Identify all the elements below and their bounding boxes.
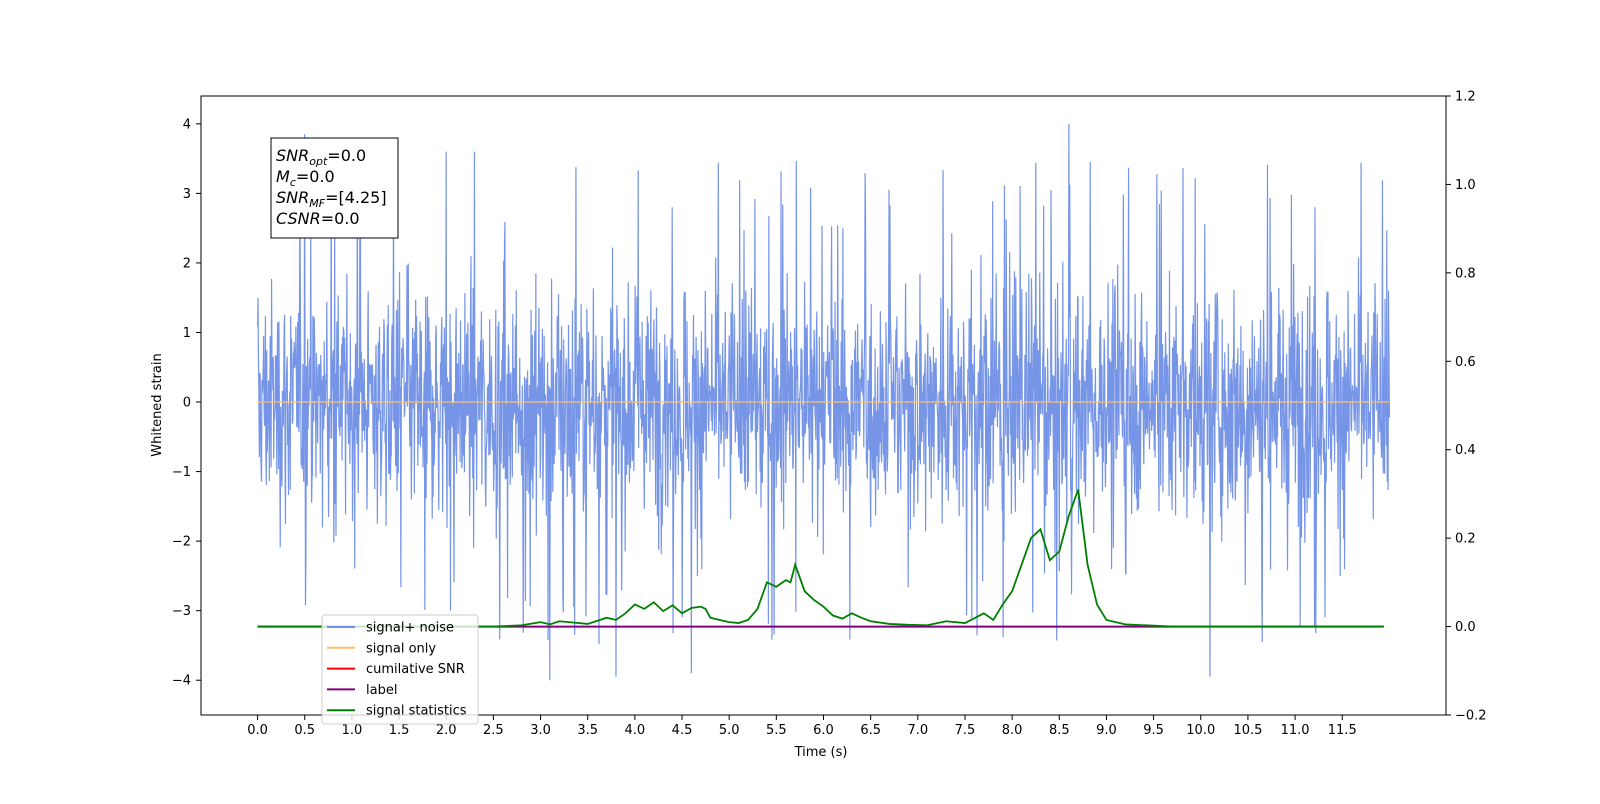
- x-tick-label: 2.5: [483, 723, 504, 738]
- y-right-tick-label: 1.0: [1455, 178, 1476, 193]
- x-tick-label: 9.0: [1096, 723, 1117, 738]
- y-left-tick-label: 1: [183, 326, 191, 341]
- x-tick-label: 0.0: [247, 723, 268, 738]
- x-tick-label: 6.0: [813, 723, 834, 738]
- x-tick-label: 2.0: [436, 723, 457, 738]
- x-tick-label: 0.5: [294, 723, 315, 738]
- y-left-tick-label: 3: [183, 187, 191, 202]
- x-tick-label: 9.5: [1143, 723, 1164, 738]
- y-axis-left-ticks: −4 −3 −2 −1 0 1 2 3 4: [172, 117, 201, 689]
- annotation-line: SNRMF=[4.25]: [276, 188, 387, 210]
- line-signal-statistics: [257, 489, 1384, 628]
- y-left-tick-label: −4: [172, 674, 191, 689]
- x-axis-ticks: 0.0 0.5 1.0 1.5 2.0 2.5 3.0 3.5 4.0 4.5 5.0 5.5 6.0 6…: [247, 715, 1357, 738]
- x-tick-label: 7.0: [907, 723, 928, 738]
- legend: signal+ noise signal only cumilative SNR la…: [321, 614, 479, 725]
- x-tick-label: 8.5: [1049, 723, 1070, 738]
- x-tick-label: 5.0: [719, 723, 740, 738]
- x-tick-label: 10.0: [1186, 723, 1215, 738]
- x-tick-label: 11.5: [1328, 723, 1357, 738]
- y-right-tick-label: 1.2: [1455, 90, 1476, 105]
- annotation-line: SNRopt=0.0: [276, 146, 366, 168]
- series-signal-noise: [256, 123, 1391, 681]
- y-axis-right-ticks: −0.2 0.0 0.2 0.4 0.6 0.8 1.0 1.2: [1446, 90, 1487, 724]
- y-right-tick-label: 0.8: [1455, 266, 1476, 281]
- x-tick-label: 6.5: [860, 723, 881, 738]
- legend-entry-label: signal+ noise: [366, 621, 454, 636]
- x-tick-label: 11.0: [1281, 723, 1310, 738]
- x-tick-label: 3.0: [530, 723, 551, 738]
- annotation-line: Mc=0.0: [276, 167, 335, 189]
- legend-frame: [321, 614, 479, 725]
- legend-entry-label: signal statistics: [366, 704, 467, 719]
- legend-entry-label: label: [366, 683, 397, 698]
- x-tick-label: 3.5: [577, 723, 598, 738]
- y-axis-label: Whitened strain: [150, 353, 165, 456]
- x-tick-label: 8.0: [1002, 723, 1023, 738]
- x-tick-label: 7.5: [955, 723, 976, 738]
- series-signal-statistics: [257, 489, 1384, 628]
- x-tick-label: 4.0: [625, 723, 646, 738]
- line-signal-noise: [256, 123, 1391, 681]
- x-tick-label: 10.5: [1233, 723, 1262, 738]
- legend-entry-label: signal only: [366, 641, 436, 656]
- y-left-tick-label: 4: [183, 117, 191, 132]
- x-tick-label: 1.0: [342, 723, 363, 738]
- y-left-tick-label: −2: [172, 535, 191, 550]
- x-tick-label: 5.5: [766, 723, 787, 738]
- y-left-tick-label: −1: [172, 465, 191, 480]
- annotation-frame: [270, 137, 399, 239]
- y-right-tick-label: 0.4: [1455, 443, 1476, 458]
- y-right-tick-label: −0.2: [1455, 709, 1487, 724]
- y-right-tick-label: 0.0: [1455, 620, 1476, 635]
- y-left-tick-label: −3: [172, 604, 191, 619]
- y-right-tick-label: 0.6: [1455, 355, 1476, 370]
- legend-entry-label: cumilative SNR: [366, 662, 465, 677]
- y-left-tick-label: 0: [183, 396, 191, 411]
- y-right-tick-label: 0.2: [1455, 532, 1476, 547]
- x-tick-label: 4.5: [672, 723, 693, 738]
- y-left-tick-label: 2: [183, 256, 191, 271]
- x-tick-label: 1.5: [389, 723, 410, 738]
- x-axis-label: Time (s): [794, 745, 848, 760]
- annotation-line: CSNR=0.0: [276, 209, 360, 228]
